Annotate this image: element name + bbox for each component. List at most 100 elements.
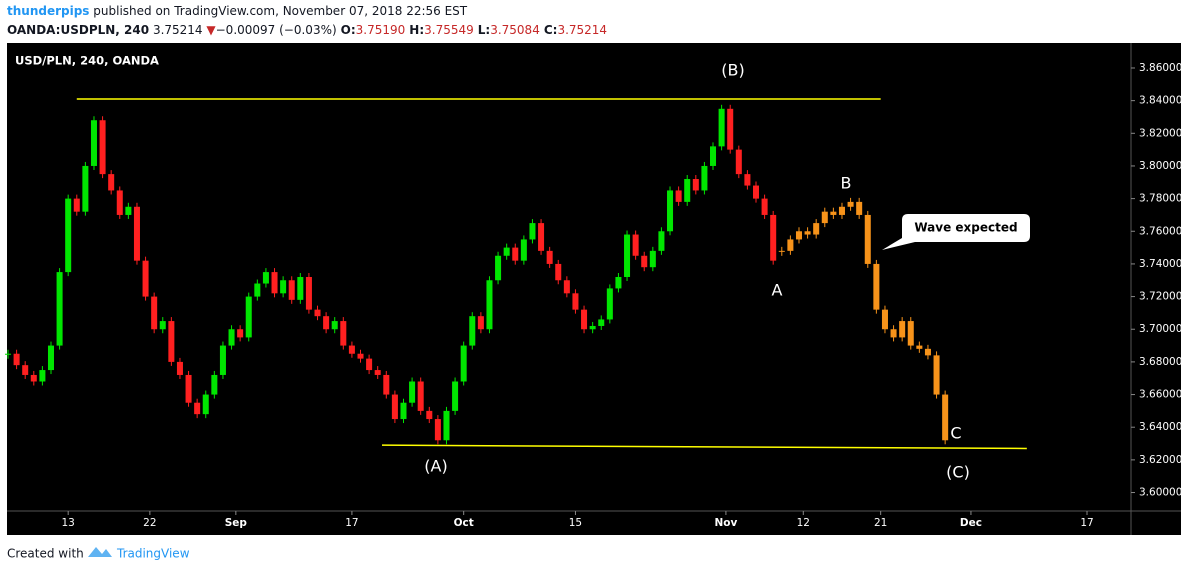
published: published on TradingView.com, November 0…: [93, 4, 468, 18]
author[interactable]: thunderpips: [7, 4, 89, 18]
y-tick-label: 3.74000: [1139, 258, 1182, 270]
candle: [159, 321, 166, 330]
candle: [770, 214, 777, 261]
ohlc-value: 3.75190: [356, 23, 406, 37]
footer-logo: [88, 547, 112, 557]
candle: [469, 316, 476, 346]
candle: [804, 231, 811, 235]
y-tick-label: 3.76000: [1139, 225, 1182, 237]
candle: [4, 353, 12, 355]
change: −0.00097 (−0.03%): [216, 23, 337, 37]
candle: [22, 365, 29, 375]
candle: [202, 394, 209, 415]
y-tick-label: 3.62000: [1139, 454, 1182, 466]
y-tick-label: 3.66000: [1139, 389, 1182, 401]
candle: [280, 280, 287, 294]
candle: [873, 263, 880, 310]
footer-brand[interactable]: TradingView: [116, 547, 190, 561]
x-tick-label: Oct: [454, 517, 474, 529]
ohlc-label: H:: [409, 23, 424, 37]
candle: [778, 250, 785, 252]
candle: [99, 120, 106, 175]
candle: [65, 198, 72, 273]
candle: [340, 321, 347, 346]
candle: [916, 345, 923, 349]
candle: [667, 190, 674, 232]
candle: [108, 174, 115, 191]
candle: [856, 201, 863, 215]
chart-background: [7, 43, 1181, 535]
candle: [692, 179, 699, 191]
candle: [297, 276, 304, 300]
callout-bubble: [882, 214, 1030, 250]
y-tick-label: 3.80000: [1139, 160, 1182, 172]
candle: [503, 247, 510, 256]
candle: [348, 345, 355, 354]
candle: [864, 214, 871, 264]
candle: [727, 108, 734, 150]
ohlc-label: L:: [478, 23, 490, 37]
candle: [735, 149, 742, 175]
candle: [555, 263, 562, 281]
candle: [30, 374, 37, 382]
candle: [374, 370, 381, 375]
candle: [512, 247, 519, 261]
symbol: OANDA:USDPLN, 240: [7, 23, 149, 37]
y-tick-label: 3.60000: [1139, 487, 1182, 499]
x-tick-label: Dec: [960, 517, 982, 529]
x-tick-label: Sep: [225, 517, 248, 529]
candle: [357, 353, 364, 359]
candle: [632, 234, 639, 256]
candle: [142, 260, 149, 297]
candle: [752, 185, 760, 199]
y-tick-label: 3.70000: [1139, 323, 1182, 335]
y-tick-label: 3.82000: [1139, 127, 1182, 139]
candle: [228, 329, 235, 346]
candle: [211, 374, 218, 395]
candle: [701, 165, 708, 191]
candle: [460, 345, 467, 382]
candle: [795, 231, 802, 240]
x-tick-label: Nov: [714, 517, 737, 529]
candle: [271, 272, 278, 294]
candle: [168, 321, 175, 362]
ohlc-label: C:: [544, 23, 558, 37]
candle: [417, 381, 424, 411]
x-tick-label: 17: [1080, 517, 1093, 529]
wave-label: B: [841, 174, 852, 193]
header-line-2: OANDA:USDPLN, 240 3.75214 ▼−0.00097 (−0.…: [7, 23, 607, 37]
y-tick-label: 3.64000: [1139, 421, 1182, 433]
header-line-1: thunderpips published on TradingView.com…: [7, 4, 468, 18]
candle: [546, 250, 553, 264]
candle: [245, 296, 252, 338]
candle: [133, 206, 140, 261]
y-tick-label: 3.68000: [1139, 356, 1182, 368]
candle: [589, 325, 596, 330]
candle: [890, 329, 897, 338]
candle: [942, 394, 949, 441]
x-tick-label: 12: [797, 517, 810, 529]
candle: [434, 419, 441, 441]
candle: [262, 272, 269, 284]
candle: [237, 329, 244, 338]
x-tick-label: 13: [61, 517, 74, 529]
candle: [830, 211, 837, 215]
candle: [572, 293, 579, 310]
candle: [813, 223, 820, 235]
candle: [443, 410, 450, 441]
candle: [821, 211, 828, 224]
ohlc-value: 3.75214: [557, 23, 607, 37]
candle: [176, 361, 183, 375]
candle: [391, 394, 398, 420]
y-tick-label: 3.84000: [1139, 95, 1182, 107]
candle: [194, 402, 201, 415]
candle: [529, 223, 536, 240]
candle: [598, 319, 605, 326]
candle: [47, 345, 54, 371]
candle: [56, 272, 63, 346]
candle: [400, 402, 407, 420]
candle: [426, 410, 433, 420]
candle: [684, 179, 691, 202]
candle: [710, 146, 717, 166]
